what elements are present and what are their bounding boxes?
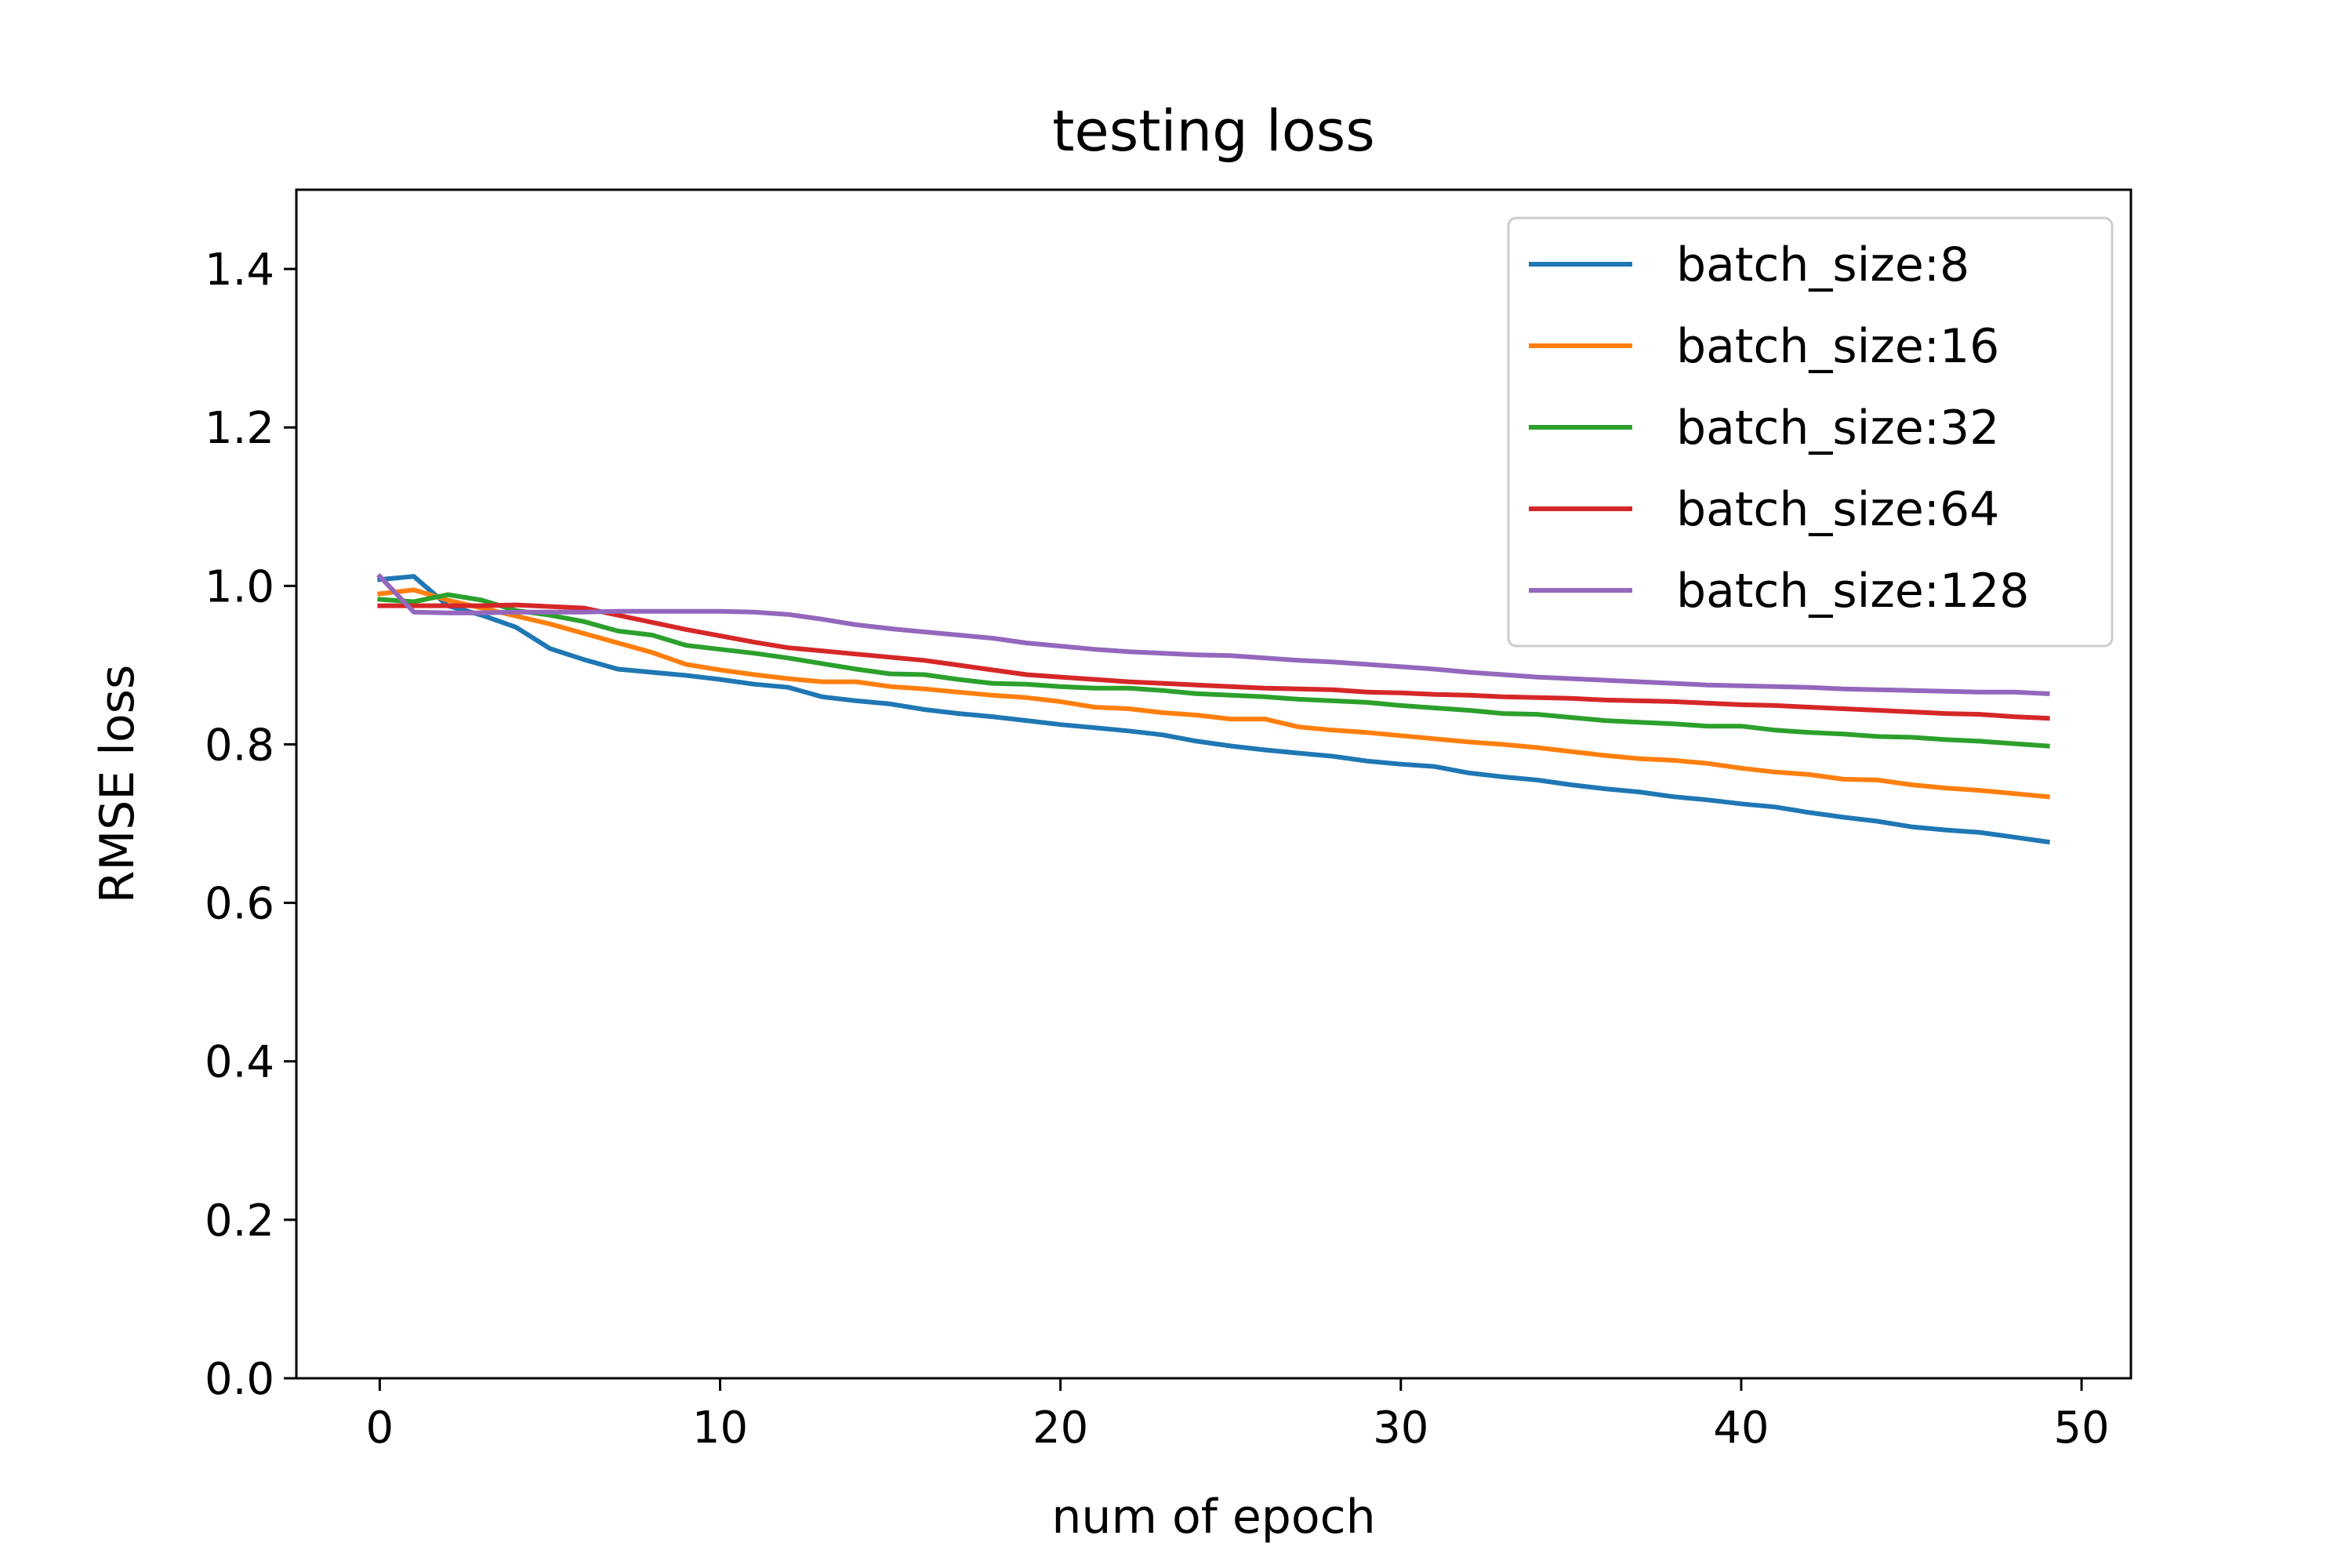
x-tick-label: 50 [2053,1403,2109,1454]
chart-title: testing loss [1052,98,1375,164]
series-line-batch-size-128 [376,572,2050,696]
x-tick-label: 40 [1713,1403,1769,1454]
legend-label: batch_size:32 [1676,401,1999,456]
y-tick-label: 0.0 [205,1354,274,1405]
legend-label: batch_size:16 [1676,319,1999,374]
series-line-batch-size-8 [377,574,2050,845]
x-axis-title: num of epoch [1051,1490,1375,1544]
legend-box [1507,216,2114,648]
y-tick-label: 1.2 [205,403,274,454]
legend: batch_size:8 batch_size:16 batch_size:32ba… [1507,216,2114,648]
series-line-batch-size-32 [377,592,2050,749]
y-tick-label: 0.8 [205,720,274,771]
series-layer [376,572,2050,845]
series-line-batch-size-64 [377,602,2050,721]
x-tick-label: 30 [1373,1403,1428,1454]
y-tick-label: 1.4 [205,245,274,296]
legend-label: batch_size:8 [1676,238,1969,292]
y-tick-label: 0.2 [205,1196,274,1247]
y-tick-label: 0.6 [205,879,274,930]
y-axis-title: RMSE loss [90,665,145,903]
legend-label: batch_size:128 [1676,564,2029,619]
plot-frame [295,188,2132,1380]
x-tick-label: 20 [1033,1403,1088,1454]
legend-label: batch_size:64 [1676,482,1999,537]
x-axis: 0 10 20 30 40 50 [366,1378,2110,1454]
y-tick-label: 1.0 [205,561,274,612]
y-tick-label: 0.4 [205,1037,274,1088]
series-line-batch-size-16 [377,587,2050,800]
y-axis: 0.0 0.2 0.4 0.6 0.8 1.0 1.2 1.4 [205,245,296,1405]
x-tick-label: 0 [366,1403,394,1454]
x-tick-label: 10 [692,1403,748,1454]
